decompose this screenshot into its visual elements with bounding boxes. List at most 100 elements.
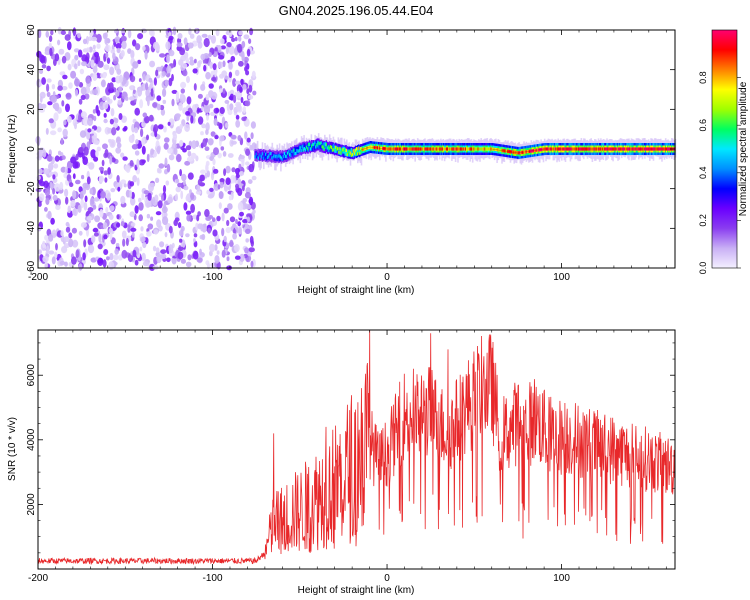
noise-blob [115, 43, 122, 50]
noise-blob [80, 94, 86, 100]
signal-cell [349, 151, 352, 155]
noise-blob [217, 61, 224, 69]
noise-blob [155, 69, 159, 77]
noise-blob [102, 222, 108, 230]
snr-xtick-label: -200 [28, 573, 48, 584]
noise-blob [57, 27, 62, 35]
signal-cell [285, 155, 288, 159]
signal-cell [320, 141, 322, 145]
noise-blob [207, 262, 210, 270]
noise-blob [219, 38, 225, 45]
signal-cell [260, 150, 263, 158]
noise-blob [111, 77, 117, 83]
signal-cell [259, 153, 261, 157]
noise-blob [208, 52, 212, 58]
signal-cell [302, 148, 304, 152]
noise-blob [132, 89, 136, 95]
signal-cell [277, 154, 279, 158]
noise-blob [94, 51, 99, 58]
noise-blob [49, 181, 53, 189]
figure-title: GN04.2025.196.05.44.E04 [279, 3, 434, 18]
signal-cell [332, 143, 335, 151]
signal-cell [356, 147, 358, 151]
noise-blob [107, 127, 113, 134]
noise-blob [225, 46, 229, 55]
noise-blob [140, 226, 144, 232]
signal-cell [287, 150, 290, 154]
noise-blob [161, 193, 164, 202]
noise-blob [104, 149, 109, 158]
noise-blob [232, 233, 238, 240]
noise-blob [109, 66, 115, 76]
noise-blob [72, 173, 76, 180]
noise-blob [116, 214, 120, 220]
noise-blob [222, 60, 226, 68]
noise-blob [214, 69, 218, 78]
signal-cell [332, 148, 335, 152]
noise-blob [209, 187, 214, 192]
noise-blob [166, 65, 172, 74]
noise-blob [182, 148, 187, 153]
noise-blob [78, 49, 83, 58]
signal-cell [344, 147, 346, 151]
noise-blob [53, 163, 59, 169]
noise-blob [201, 123, 207, 129]
noise-blob [150, 182, 156, 187]
noise-blob [230, 174, 236, 184]
signal-cell [270, 152, 272, 156]
noise-blob [130, 50, 135, 59]
noise-blob [242, 106, 246, 114]
noise-blob [57, 39, 61, 46]
noise-blob [235, 119, 241, 128]
noise-blob [239, 86, 243, 93]
noise-blob [55, 243, 58, 251]
noise-blob [61, 86, 68, 91]
noise-blob [200, 84, 206, 91]
noise-blob [118, 86, 123, 93]
noise-blob [172, 132, 178, 141]
noise-blob [160, 253, 167, 259]
noise-blob [108, 138, 112, 143]
noise-blob [120, 35, 127, 42]
snr-panel: -200 -100 0 100 2000 4000 6000 Height of strai… [7, 329, 676, 596]
signal-cell [315, 140, 317, 148]
noise-blob [142, 45, 146, 51]
noise-blob [108, 261, 115, 270]
noise-blob [221, 227, 225, 237]
noise-blob [98, 166, 104, 171]
spectrogram-xlabel: Height of straight line (km) [298, 285, 415, 296]
noise-blob [65, 221, 70, 227]
noise-blob [157, 124, 164, 130]
signal-cell [341, 148, 343, 152]
signal-cell [343, 149, 345, 153]
noise-blob [114, 90, 120, 97]
noise-blob [179, 238, 183, 243]
noise-blob [104, 177, 108, 183]
noise-blob [223, 207, 229, 214]
noise-blob [241, 51, 245, 60]
noise-blob [87, 207, 94, 213]
noise-blob [139, 236, 146, 243]
signal-cell [274, 155, 276, 159]
signal-cell [281, 153, 283, 161]
signal-cell [350, 153, 353, 158]
noise-blob [229, 89, 235, 95]
noise-blob [80, 222, 87, 228]
noise-blob [127, 224, 131, 233]
noise-blob [175, 91, 180, 101]
signal-cell [304, 148, 307, 152]
signal-cell [360, 147, 362, 155]
noise-blob [185, 111, 191, 116]
noise-blob [225, 122, 229, 129]
noise-blob [213, 183, 220, 191]
signal-cell [318, 141, 320, 145]
noise-blob [244, 191, 251, 199]
noise-blob [146, 231, 152, 237]
noise-blob [86, 132, 91, 140]
noise-blob [82, 156, 88, 166]
signal-cell [336, 147, 338, 151]
noise-blob [39, 96, 43, 103]
noise-blob [134, 127, 139, 134]
signal-cell [359, 151, 361, 155]
